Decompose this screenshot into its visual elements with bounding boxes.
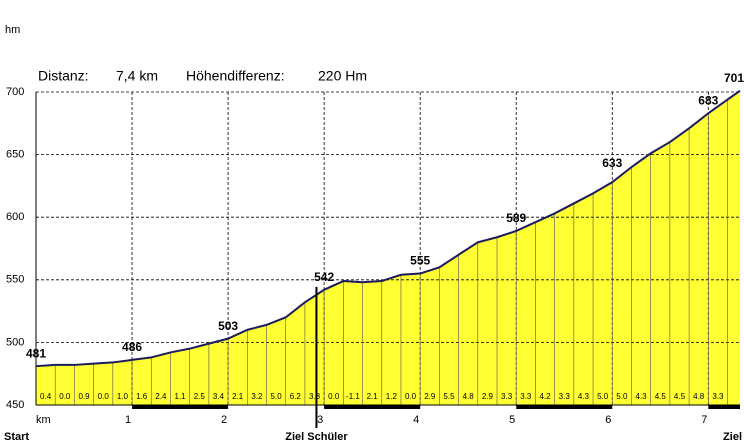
km-bar <box>516 405 613 409</box>
segment-gradient: 4.3 <box>636 392 648 401</box>
x-tick-label: 5 <box>509 414 515 426</box>
info-value: 220 Hm <box>318 68 367 84</box>
profile-line <box>35 89 741 368</box>
y-tick-label: 550 <box>6 274 24 286</box>
info-value: 7,4 km <box>116 68 158 84</box>
x-tick-label: 6 <box>605 414 611 426</box>
segment-gradient: 2.1 <box>367 392 379 401</box>
point-label: 503 <box>218 319 238 333</box>
km-bar <box>324 405 421 409</box>
segment-gradient: 3.3 <box>712 392 724 401</box>
y-tick-label: 650 <box>6 149 24 161</box>
segment-gradient: 1.6 <box>136 392 148 401</box>
point-label: 555 <box>410 254 430 268</box>
segment-gradient: 2.1 <box>232 392 244 401</box>
point-label: 683 <box>698 93 718 107</box>
y-tick-label: 700 <box>6 86 24 98</box>
point-label: 486 <box>122 340 142 354</box>
point-label: 701 <box>724 71 744 85</box>
segment-gradient: 0.4 <box>40 392 52 401</box>
x-tick-label: 7 <box>701 414 707 426</box>
segment-gradient: 4.3 <box>578 392 590 401</box>
segment-gradient: 3.2 <box>251 392 263 401</box>
segment-gradient: 5.0 <box>271 392 283 401</box>
segment-gradient: 5.0 <box>597 392 609 401</box>
segment-gradient: 0.0 <box>405 392 417 401</box>
segment-gradient: 6.2 <box>290 392 302 401</box>
segment-gradient: 0.0 <box>59 392 71 401</box>
y-tick-label: 600 <box>6 211 24 223</box>
point-label: 589 <box>506 211 526 225</box>
segment-gradient: 2.9 <box>424 392 436 401</box>
segment-gradient: 1.0 <box>117 392 129 401</box>
segment-gradient: 1.1 <box>175 392 187 401</box>
km-bar <box>132 405 229 409</box>
x-tick-label: 4 <box>413 414 419 426</box>
segment-gradient: 3.3 <box>501 392 513 401</box>
info-label: Höhendifferenz: <box>186 68 285 84</box>
marker-label: Ziel <box>723 431 742 443</box>
segment-gradient: 3.3 <box>520 392 532 401</box>
point-label: 542 <box>314 270 334 284</box>
x-tick-label: 3 <box>317 414 323 426</box>
y-axis-label: hm <box>5 24 20 36</box>
segment-gradient: 0.0 <box>98 392 110 401</box>
segment-gradient: 4.8 <box>463 392 475 401</box>
segment-gradient: 0.9 <box>78 392 90 401</box>
segment-gradient: 4.2 <box>539 392 551 401</box>
marker-label: Ziel Schüler <box>285 431 348 443</box>
segment-gradient: 4.8 <box>693 392 705 401</box>
point-label: 633 <box>602 156 622 170</box>
segment-gradient: 3.4 <box>213 392 225 401</box>
segment-gradient: 2.9 <box>482 392 494 401</box>
x-tick-label: 2 <box>221 414 227 426</box>
segment-gradient: 3.8 <box>309 392 321 401</box>
segment-gradient: 3.3 <box>559 392 571 401</box>
segment-gradient: 5.0 <box>616 392 628 401</box>
y-tick-label: 500 <box>6 336 24 348</box>
segment-gradient: 1.2 <box>386 392 398 401</box>
segment-gradient: 4.5 <box>655 392 667 401</box>
area-fill <box>36 90 740 406</box>
km-bar <box>708 405 740 409</box>
segment-gradient: -1.1 <box>346 392 360 401</box>
point-label: 481 <box>26 346 46 360</box>
segment-gradient: 2.5 <box>194 392 206 401</box>
x-axis-label: km <box>36 414 51 426</box>
marker-label: Start <box>4 431 29 443</box>
segment-gradient: 4.5 <box>674 392 686 401</box>
x-tick-label: 1 <box>125 414 131 426</box>
segment-gradient: 0.0 <box>328 392 340 401</box>
segment-gradient: 5.5 <box>443 392 455 401</box>
y-tick-label: 450 <box>6 399 24 411</box>
segment-gradient: 2.4 <box>155 392 167 401</box>
info-label: Distanz: <box>38 68 89 84</box>
